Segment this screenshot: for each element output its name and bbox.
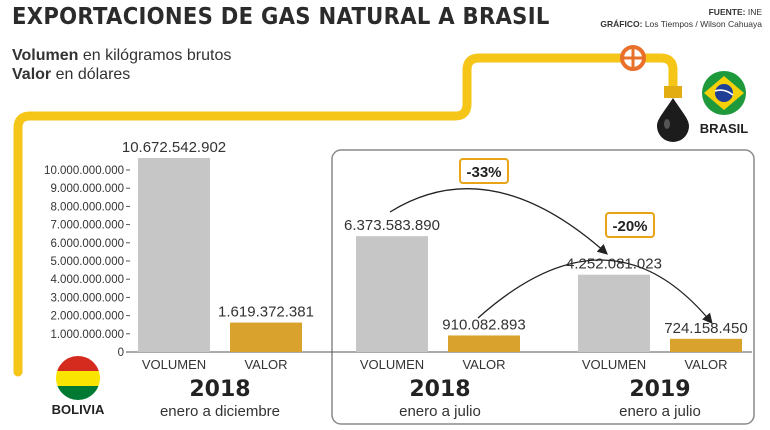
y-tick-label: 3.000.000.000 [50, 292, 124, 304]
bar-category-label: VOLUMEN [142, 357, 206, 372]
destination-label: BRASIL [700, 121, 748, 136]
origin-label: BOLIVIA [52, 402, 105, 417]
brazil-flag-icon [702, 71, 746, 115]
y-tick-label: 0 [118, 347, 124, 359]
legend-value-bold: Valor [12, 66, 52, 83]
group-period-label: enero a diciembre [160, 403, 280, 420]
legend-volume-rest: en kilógramos brutos [78, 47, 232, 64]
bar-data-label: 910.082.893 [442, 316, 525, 333]
y-tick-label: 9.000.000.000 [50, 183, 124, 195]
change-arrow [477, 259, 713, 325]
graphic-label: GRÁFICO: [600, 19, 643, 29]
group-period-label: enero a julio [619, 403, 701, 420]
bar-value [230, 322, 302, 352]
bar-data-label: 10.672.542.902 [122, 139, 226, 156]
source-label: FUENTE: [708, 7, 746, 17]
change-arrow [389, 188, 608, 255]
chart-title: EXPORTACIONES DE GAS NATURAL A BRASIL [12, 4, 550, 30]
group-year-label: 2018 [409, 377, 470, 402]
bar-volume [138, 158, 210, 352]
y-tick-label: 8.000.000.000 [50, 201, 124, 213]
credits: FUENTE: INE GRÁFICO: Los Tiempos / Wilso… [600, 6, 762, 30]
bar-category-label: VOLUMEN [582, 357, 646, 372]
bar-data-label: 6.373.583.890 [344, 217, 440, 234]
source-value: INE [747, 7, 762, 17]
comparison-frame [331, 149, 755, 425]
pipeline [13, 53, 682, 377]
bar-category-label: VOLUMEN [360, 357, 424, 372]
y-tick-label: 4.000.000.000 [50, 274, 124, 286]
change-badge [605, 212, 655, 238]
bar-category-label: VALOR [462, 357, 505, 372]
y-tick-label: 6.000.000.000 [50, 238, 124, 250]
y-axis: 10.000.000.000 9.000.000.000 8.000.000.000… [44, 165, 130, 359]
bar-data-label: 724.158.450 [664, 320, 747, 337]
bars: 10.672.542.902 1.619.372.381 6.373.583.890… [122, 139, 748, 352]
bar-value [448, 335, 520, 352]
valve-icon [620, 45, 646, 71]
legend-value-rest: en dólares [51, 66, 131, 83]
group-year-label: 2019 [629, 377, 690, 402]
change-badge [459, 158, 509, 184]
group-year-label: 2018 [189, 377, 250, 402]
legend: Volumen en kilógramos brutos Valor en dó… [12, 46, 231, 84]
y-tick-label: 1.000.000.000 [50, 329, 124, 341]
y-tick-label: 2.000.000.000 [50, 311, 124, 323]
bar-volume [356, 236, 428, 352]
change-percent-label: -33% [466, 164, 501, 181]
bolivia-flag-icon [56, 356, 100, 400]
bar-volume [578, 274, 650, 352]
graphic-value: Los Tiempos / Wilson Cahuaya [644, 19, 762, 29]
group-period-label: enero a julio [399, 403, 481, 420]
gas-drop-icon [657, 98, 689, 142]
legend-volume-bold: Volumen [12, 47, 79, 64]
bar-data-label: 1.619.372.381 [218, 304, 314, 321]
bar-category-label: VALOR [684, 357, 727, 372]
y-tick-label: 10.000.000.000 [44, 165, 124, 177]
y-tick-label: 7.000.000.000 [50, 220, 124, 232]
bar-value [670, 338, 742, 352]
bar-category-label: VALOR [244, 357, 287, 372]
pipe-nozzle [664, 86, 682, 98]
change-indicators: -33% -20% [389, 158, 713, 325]
change-percent-label: -20% [612, 218, 647, 235]
y-tick-label: 5.000.000.000 [50, 256, 124, 268]
